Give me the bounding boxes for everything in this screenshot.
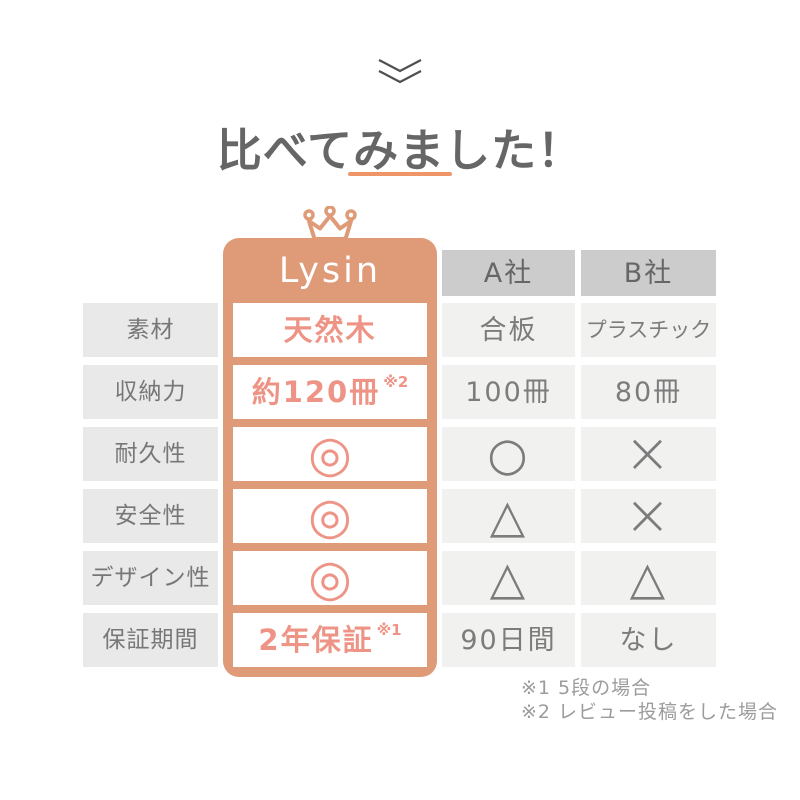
brand-cell-safety: ◎: [233, 489, 427, 543]
b-cell-durability: ×: [581, 426, 716, 482]
row-label-capacity: 収納力: [83, 365, 218, 419]
a-cell-material: 合板: [442, 303, 575, 357]
brand-cell-warranty: 2年保証 ※1: [233, 613, 427, 667]
brand-column: Lysin 天然木 約120冊 ※2 ◎ ◎ ◎ 2年保証 ※1: [223, 238, 437, 677]
brand-cell-capacity: 約120冊 ※2: [233, 365, 427, 419]
a-cell-design: △: [442, 551, 575, 605]
footnote-1: ※1 5段の場合: [521, 677, 652, 699]
footnote-marker-2: ※2: [383, 372, 409, 391]
competitor-b-header: B社: [581, 250, 716, 296]
competitor-a-header: A社: [442, 250, 575, 296]
title-underline: [348, 172, 452, 176]
b-cell-material: プラスチック: [581, 303, 716, 357]
footnote-2: ※2 レビュー投稿をした場合: [521, 701, 779, 723]
row-label-warranty: 保証期間: [83, 613, 218, 667]
crown-icon: [301, 205, 359, 248]
brand-cell-material: 天然木: [233, 303, 427, 357]
page-title: 比べてみました！: [216, 124, 584, 177]
brand-warranty-value: 2年保証: [258, 622, 374, 657]
b-cell-safety: ×: [581, 488, 716, 544]
row-label-durability: 耐久性: [83, 427, 218, 481]
row-label-safety: 安全性: [83, 489, 218, 543]
brand-cell-durability: ◎: [233, 427, 427, 481]
row-label-material: 素材: [83, 303, 218, 357]
a-cell-durability: ○: [442, 427, 575, 481]
chevron-double-down-icon: [377, 58, 423, 90]
a-cell-capacity: 100冊: [442, 365, 575, 419]
footnote-marker-1: ※1: [376, 620, 402, 639]
a-cell-warranty: 90日間: [442, 613, 575, 667]
brand-cell-design: ◎: [233, 551, 427, 605]
brand-capacity-value: 約120冊: [251, 374, 381, 409]
row-label-design: デザイン性: [83, 551, 218, 605]
footnotes: ※1 5段の場合 ※2 レビュー投稿をした場合: [521, 676, 778, 724]
b-cell-capacity: 80冊: [581, 365, 716, 419]
brand-name: Lysin: [278, 250, 382, 291]
b-cell-design: △: [581, 551, 716, 605]
b-cell-warranty: なし: [581, 613, 716, 667]
a-cell-safety: △: [442, 489, 575, 543]
